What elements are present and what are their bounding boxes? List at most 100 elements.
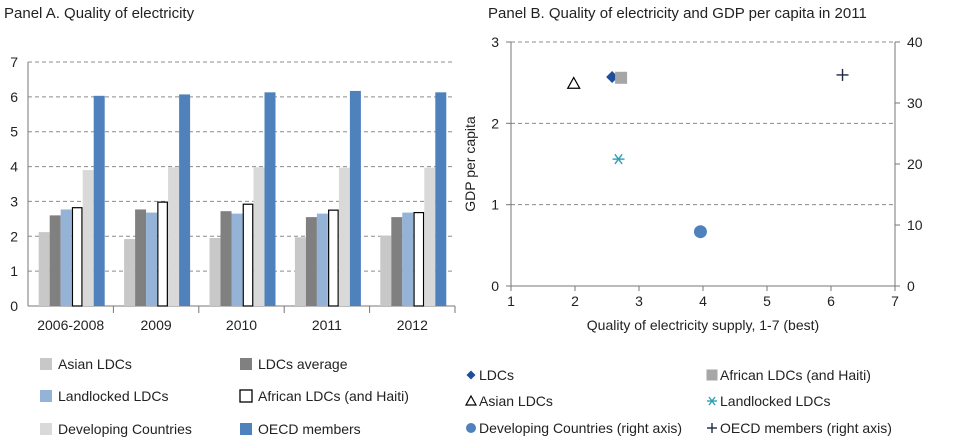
legend-label-ldcs: LDCs bbox=[479, 367, 514, 383]
x-tick-label: 3 bbox=[635, 293, 643, 309]
legend-label-african-ldcs-and-haiti: African LDCs (and Haiti) bbox=[720, 367, 871, 383]
panel-a-title: Panel A. Quality of electricity bbox=[4, 5, 195, 22]
bar-landlocked-ldcs-2010 bbox=[231, 213, 243, 306]
marker-shape bbox=[706, 369, 718, 381]
bar-asian-ldcs-2010 bbox=[209, 238, 221, 306]
point-developing-countries-right-axis bbox=[693, 225, 707, 239]
marker-shape bbox=[615, 71, 628, 84]
x-tick-label: 2 bbox=[571, 293, 579, 309]
bar-asian-ldcs-2011 bbox=[294, 237, 306, 306]
legend-swatch-oecd-members bbox=[240, 423, 252, 435]
legend-marker-developing-countries-right-axis bbox=[466, 423, 476, 433]
x-tick-label: 2006-2008 bbox=[37, 317, 104, 333]
bar-developing-countries-2011 bbox=[338, 167, 350, 306]
bar-developing-countries-2009 bbox=[168, 167, 180, 306]
x-tick-label: 2010 bbox=[226, 317, 257, 333]
bar-developing-countries-2010 bbox=[253, 167, 265, 306]
bar-african-ldcs-and-haiti-2006-2008 bbox=[71, 207, 83, 307]
bar-oecd-members-2010 bbox=[264, 92, 276, 306]
bar-ldcs-average-2010 bbox=[220, 211, 232, 306]
legend-marker-ldcs bbox=[466, 370, 476, 380]
y-tick-label: 6 bbox=[10, 89, 18, 105]
bar-landlocked-ldcs-2012 bbox=[402, 212, 414, 306]
panel-b-title: Panel B. Quality of electricity and GDP … bbox=[488, 5, 867, 22]
y-tick-label: 5 bbox=[10, 124, 18, 140]
bar-oecd-members-2011 bbox=[349, 90, 361, 306]
y2-tick-label: 0 bbox=[907, 278, 915, 294]
y-tick-label: 3 bbox=[10, 193, 18, 209]
bar-oecd-members-2009 bbox=[179, 94, 191, 306]
legend-swatch-ldcs-average bbox=[240, 358, 252, 370]
y-tick-label: 4 bbox=[10, 159, 18, 175]
legend-swatch-african-ldcs-and-haiti bbox=[239, 389, 253, 403]
bar-african-ldcs-and-haiti-2009 bbox=[157, 201, 168, 307]
legend-marker-landlocked-ldcs bbox=[707, 396, 717, 406]
legend-label-oecd-members-right-axis: OECD members (right axis) bbox=[720, 420, 892, 436]
marker-shape bbox=[464, 394, 478, 406]
legend-label-oecd-members: OECD members bbox=[258, 421, 361, 437]
legend-label-asian-ldcs: Asian LDCs bbox=[479, 393, 553, 409]
bar-developing-countries-2012 bbox=[424, 167, 436, 306]
legend-label-african-ldcs-and-haiti: African LDCs (and Haiti) bbox=[258, 388, 409, 404]
legend-label-landlocked-ldcs: Landlocked LDCs bbox=[720, 393, 831, 409]
legend-label-developing-countries: Developing Countries bbox=[58, 421, 192, 437]
y-tick-label: 3 bbox=[491, 34, 499, 50]
bar-landlocked-ldcs-2006-2008 bbox=[60, 209, 72, 306]
bar-landlocked-ldcs-2011 bbox=[316, 213, 328, 306]
marker-shape bbox=[466, 370, 476, 380]
bar-ldcs-average-2006-2008 bbox=[49, 215, 61, 306]
y-tick-label: 1 bbox=[10, 263, 18, 279]
y2-tick-label: 30 bbox=[907, 95, 923, 111]
point-asian-ldcs bbox=[566, 76, 581, 89]
y-axis-label: GDP per capita bbox=[462, 116, 478, 212]
point-landlocked-ldcs bbox=[612, 153, 625, 165]
bar-ldcs-average-2012 bbox=[391, 217, 403, 306]
legend-label-ldcs-average: LDCs average bbox=[258, 356, 348, 372]
legend-label-landlocked-ldcs: Landlocked LDCs bbox=[58, 388, 169, 404]
y2-tick-label: 10 bbox=[907, 217, 923, 233]
x-tick-label: 5 bbox=[763, 293, 771, 309]
x-axis-label: Quality of electricity supply, 1-7 (best… bbox=[587, 317, 819, 333]
x-tick-label: 4 bbox=[699, 293, 707, 309]
bar-asian-ldcs-2012 bbox=[380, 235, 392, 306]
bar-african-ldcs-and-haiti-2010 bbox=[242, 203, 254, 307]
bar-african-ldcs-and-haiti-2011 bbox=[328, 209, 339, 307]
y-tick-label: 7 bbox=[10, 54, 18, 70]
x-tick-label: 2011 bbox=[312, 317, 342, 333]
y2-tick-label: 20 bbox=[907, 156, 923, 172]
y-tick-label: 2 bbox=[10, 228, 18, 244]
legend-marker-asian-ldcs bbox=[464, 394, 478, 406]
y2-tick-label: 40 bbox=[907, 34, 923, 50]
legend-label-developing-countries-right-axis: Developing Countries (right axis) bbox=[479, 420, 682, 436]
legend-marker-oecd-members-right-axis bbox=[707, 423, 717, 433]
x-tick-label: 2012 bbox=[397, 317, 428, 333]
x-tick-label: 6 bbox=[827, 293, 835, 309]
x-tick-label: 2009 bbox=[141, 317, 172, 333]
y-tick-label: 0 bbox=[491, 278, 499, 294]
y-tick-label: 2 bbox=[491, 115, 499, 131]
y-tick-label: 1 bbox=[491, 197, 499, 213]
legend-marker-african-ldcs-and-haiti bbox=[706, 369, 718, 381]
bar-asian-ldcs-2006-2008 bbox=[38, 232, 50, 306]
marker-shape bbox=[566, 76, 581, 89]
bar-asian-ldcs-2009 bbox=[124, 239, 136, 306]
x-tick-label: 1 bbox=[507, 293, 515, 309]
panel-a-bar-chart: 0 1 2 3 4 5 6 7 2006-2008 2009 2010 2011 2012 Asian L… bbox=[10, 54, 456, 437]
marker-shape bbox=[466, 423, 476, 433]
y-tick-label: 0 bbox=[10, 298, 18, 314]
bar-developing-countries-2006-2008 bbox=[82, 170, 94, 306]
legend-swatch-developing-countries bbox=[40, 423, 52, 435]
marker-shape bbox=[708, 396, 716, 406]
marker-shape bbox=[614, 153, 623, 165]
marker-shape bbox=[693, 225, 707, 239]
bar-oecd-members-2012 bbox=[435, 92, 447, 306]
bar-oecd-members-2006-2008 bbox=[93, 95, 105, 306]
legend-swatch-landlocked-ldcs bbox=[40, 390, 52, 402]
bar-ldcs-average-2011 bbox=[305, 217, 317, 306]
legend-label-asian-ldcs: Asian LDCs bbox=[58, 356, 132, 372]
legend-swatch-asian-ldcs bbox=[40, 358, 52, 370]
bar-ldcs-average-2009 bbox=[135, 209, 147, 306]
point-oecd-members-right-axis bbox=[836, 68, 849, 81]
